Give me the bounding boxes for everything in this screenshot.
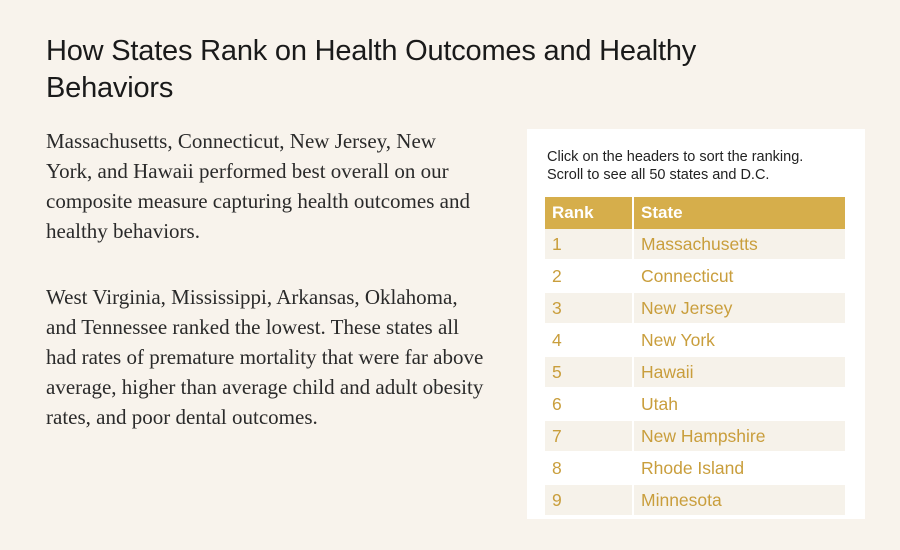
instructions-scroll: Scroll to see all 50 states and D.C. — [547, 167, 770, 183]
rank-cell: 6 — [545, 388, 634, 421]
rank-cell: 1 — [545, 229, 634, 261]
table-row: 3 New Jersey — [545, 292, 845, 325]
state-column-header[interactable]: State — [633, 197, 845, 229]
state-cell[interactable]: Massachusetts — [633, 229, 845, 261]
summary-paragraph-worst: West Virginia, Mississippi, Arkansas, Ok… — [46, 285, 484, 429]
state-cell[interactable]: New Jersey — [633, 292, 845, 325]
table-row: 7 New Hampshire — [545, 420, 845, 453]
ranking-table-panel: Click on the headers to sort the ranking… — [527, 129, 865, 519]
rank-cell: 2 — [545, 260, 634, 293]
rank-column-header[interactable]: Rank — [545, 197, 634, 229]
rank-cell: 9 — [545, 484, 634, 517]
table-header-row: Rank State — [545, 197, 845, 229]
table-row: 6 Utah — [545, 388, 845, 421]
state-cell[interactable]: New York — [633, 324, 845, 357]
table-row: 8 Rhode Island — [545, 452, 845, 485]
state-cell[interactable]: Connecticut — [633, 260, 845, 293]
ranking-table[interactable]: Rank State 1 Massachusetts 2 Connecticut… — [545, 197, 845, 517]
state-cell[interactable]: Utah — [633, 388, 845, 421]
rank-cell: 8 — [545, 452, 634, 485]
state-cell[interactable]: Rhode Island — [633, 452, 845, 485]
table-row: 9 Minnesota — [545, 484, 845, 517]
rank-cell: 5 — [545, 356, 634, 389]
table-instructions: Click on the headers to sort the ranking… — [547, 148, 857, 184]
table-row: 4 New York — [545, 324, 845, 357]
rank-cell: 3 — [545, 292, 634, 325]
rank-cell: 4 — [545, 324, 634, 357]
table-row: 2 Connecticut — [545, 260, 845, 293]
table-row: 1 Massachusetts — [545, 229, 845, 261]
state-cell[interactable]: Minnesota — [633, 484, 845, 517]
rank-cell: 7 — [545, 420, 634, 453]
table-row: 5 Hawaii — [545, 356, 845, 389]
instructions-sort: Click on the headers to sort the ranking… — [547, 149, 804, 165]
state-cell[interactable]: Hawaii — [633, 356, 845, 389]
page-title: How States Rank on Health Outcomes and H… — [46, 35, 697, 104]
state-cell[interactable]: New Hampshire — [633, 420, 845, 453]
summary-paragraph-best: Massachusetts, Connecticut, New Jersey, … — [46, 129, 470, 243]
